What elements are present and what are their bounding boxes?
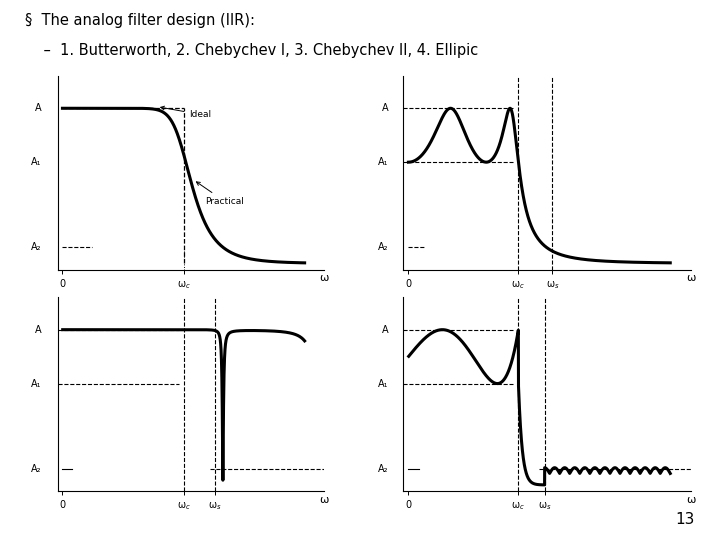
Text: A₁: A₁ (31, 379, 42, 389)
Text: A: A (35, 325, 42, 335)
Text: A₂: A₂ (378, 463, 389, 474)
Text: A₂: A₂ (31, 463, 42, 474)
Text: ω: ω (686, 273, 696, 284)
Text: –  1. Butterworth, 2. Chebychev I, 3. Chebychev II, 4. Ellipic: – 1. Butterworth, 2. Chebychev I, 3. Che… (25, 43, 479, 58)
Text: A: A (382, 325, 389, 335)
Text: A₁: A₁ (31, 157, 42, 167)
Text: A: A (35, 103, 42, 113)
Text: A₂: A₂ (378, 242, 389, 252)
Text: (a): (a) (183, 297, 199, 307)
Text: 13: 13 (675, 511, 695, 526)
Text: ω: ω (319, 495, 328, 505)
Text: A₁: A₁ (378, 379, 389, 389)
Text: Practical: Practical (197, 182, 244, 206)
Text: Ideal: Ideal (161, 106, 212, 119)
Text: A: A (382, 103, 389, 113)
Text: §  The analog filter design (IIR):: § The analog filter design (IIR): (25, 14, 255, 29)
Text: ω: ω (686, 495, 696, 505)
Text: A₁: A₁ (378, 157, 389, 167)
Text: A₂: A₂ (31, 242, 42, 252)
Text: ω: ω (319, 273, 328, 284)
